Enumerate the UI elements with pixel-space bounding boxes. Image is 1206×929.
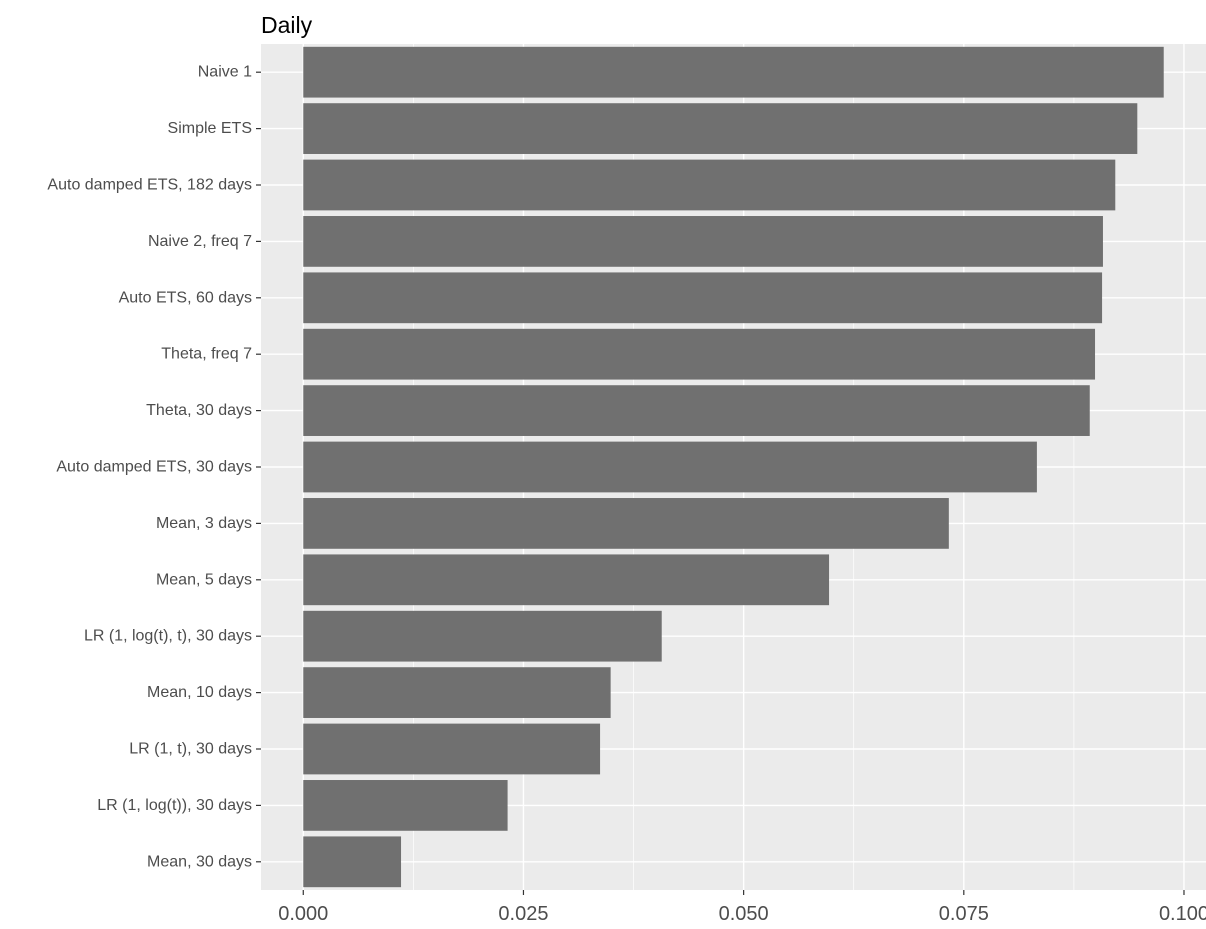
bar <box>303 554 830 606</box>
y-tick-label: Auto ETS, 60 days <box>119 289 252 306</box>
y-tick-label: Mean, 30 days <box>147 853 252 870</box>
y-tick-label: Simple ETS <box>168 120 252 137</box>
x-tick-label: 0.000 <box>278 903 328 925</box>
bar <box>303 667 611 718</box>
y-tick-label: LR (1, t), 30 days <box>129 741 252 758</box>
x-tick-label: 0.050 <box>719 903 769 925</box>
x-tick-label: 0.025 <box>498 903 548 925</box>
y-tick-label: Auto damped ETS, 182 days <box>47 177 252 194</box>
y-tick-label: Mean, 3 days <box>156 515 252 532</box>
bar <box>303 216 1103 267</box>
x-axis: 0.000 0.025 0.050 0.075 0.100 <box>278 890 1206 925</box>
y-tick-label: Auto damped ETS, 30 days <box>56 459 252 476</box>
chart-title: Daily <box>261 12 313 38</box>
x-tick-label: 0.100 <box>1159 903 1206 925</box>
y-tick-label: Theta, 30 days <box>146 402 252 419</box>
bar <box>303 159 1116 211</box>
y-tick-label: Mean, 5 days <box>156 571 252 588</box>
y-tick-label: LR (1, log(t)), 30 days <box>97 797 252 814</box>
y-tick-label: Mean, 10 days <box>147 684 252 701</box>
y-tick-label: Theta, freq 7 <box>161 346 252 363</box>
bar <box>303 385 1090 436</box>
bar <box>303 272 1103 324</box>
bar <box>303 103 1138 154</box>
bar <box>303 498 949 549</box>
bar <box>303 328 1096 380</box>
bar <box>303 780 508 831</box>
bar <box>303 610 662 662</box>
bar <box>303 46 1164 98</box>
y-tick-label: LR (1, log(t), t), 30 days <box>84 628 252 645</box>
x-tick-label: 0.075 <box>939 903 989 925</box>
bar <box>303 441 1037 493</box>
y-tick-label: Naive 2, freq 7 <box>148 233 252 250</box>
y-axis: Naive 1 Simple ETS Auto damped ETS, 182 da… <box>47 64 261 870</box>
y-tick-label: Naive 1 <box>198 64 252 81</box>
bars <box>303 46 1164 888</box>
bar <box>303 836 402 888</box>
bar <box>303 723 601 775</box>
